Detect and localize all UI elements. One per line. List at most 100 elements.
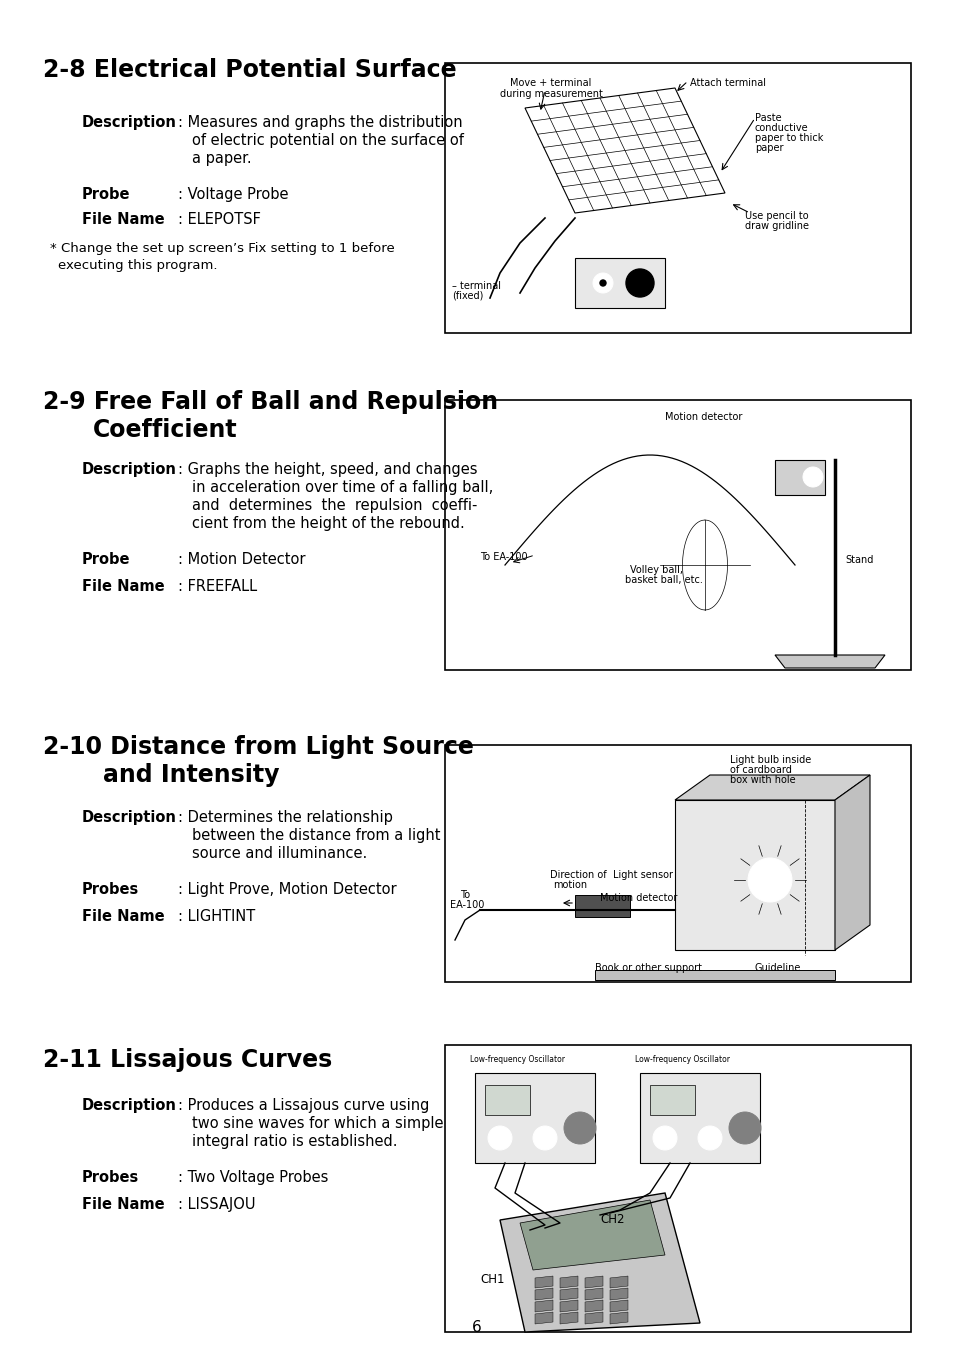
Text: a paper.: a paper. (192, 150, 252, 167)
Text: Light bulb inside: Light bulb inside (729, 755, 810, 766)
Text: between the distance from a light: between the distance from a light (192, 828, 440, 843)
Polygon shape (609, 1312, 627, 1324)
Text: Guideline: Guideline (754, 963, 801, 973)
Text: of electric potential on the surface of: of electric potential on the surface of (192, 133, 463, 148)
Polygon shape (519, 1201, 664, 1270)
Polygon shape (609, 1289, 627, 1299)
Polygon shape (834, 775, 869, 950)
Polygon shape (609, 1276, 627, 1289)
Text: : Measures and graphs the distribution: : Measures and graphs the distribution (178, 115, 462, 130)
Text: source and illuminance.: source and illuminance. (192, 846, 367, 860)
Polygon shape (584, 1312, 602, 1324)
Circle shape (652, 1126, 677, 1150)
Text: : Graphs the height, speed, and changes: : Graphs the height, speed, and changes (178, 462, 477, 477)
Text: : Voltage Probe: : Voltage Probe (178, 187, 288, 202)
Text: 6: 6 (472, 1320, 481, 1335)
Circle shape (599, 280, 605, 286)
Circle shape (488, 1126, 512, 1150)
Text: during measurement: during measurement (499, 89, 602, 99)
Polygon shape (595, 970, 834, 980)
Text: two sine waves for which a simple: two sine waves for which a simple (192, 1117, 443, 1131)
Text: Volley ball,: Volley ball, (629, 565, 682, 575)
Text: : Light Prove, Motion Detector: : Light Prove, Motion Detector (178, 882, 396, 897)
Text: Coefficient: Coefficient (92, 417, 237, 442)
Text: Description: Description (82, 1098, 176, 1112)
Circle shape (747, 858, 791, 902)
Polygon shape (774, 459, 824, 495)
Bar (444, 745, 910, 982)
Circle shape (533, 1126, 557, 1150)
Text: 2-9 Free Fall of Ball and Repulsion: 2-9 Free Fall of Ball and Repulsion (43, 390, 497, 415)
Text: executing this program.: executing this program. (58, 259, 217, 272)
Polygon shape (584, 1299, 602, 1312)
Polygon shape (559, 1276, 578, 1289)
Text: cient from the height of the rebound.: cient from the height of the rebound. (192, 516, 464, 531)
Polygon shape (535, 1312, 553, 1324)
Bar (484, 1085, 530, 1115)
Text: paper: paper (754, 144, 782, 153)
Polygon shape (524, 88, 724, 213)
Text: Low-frequency Oscillator: Low-frequency Oscillator (470, 1056, 564, 1064)
Text: (fixed): (fixed) (452, 291, 483, 301)
Circle shape (563, 1112, 596, 1144)
Circle shape (625, 270, 654, 297)
Text: Use pencil to: Use pencil to (744, 211, 808, 221)
Text: Probe: Probe (82, 551, 131, 566)
Text: motion: motion (553, 879, 586, 890)
Polygon shape (559, 1299, 578, 1312)
Text: File Name: File Name (82, 1196, 165, 1211)
Polygon shape (675, 799, 834, 950)
Text: paper to thick: paper to thick (754, 133, 822, 144)
Text: CH2: CH2 (599, 1213, 624, 1226)
Polygon shape (535, 1289, 553, 1299)
Polygon shape (774, 654, 884, 668)
Text: * Change the set up screen’s Fix setting to 1 before: * Change the set up screen’s Fix setting… (50, 243, 395, 255)
Text: Probe: Probe (82, 187, 131, 202)
Text: Move + terminal: Move + terminal (510, 79, 591, 88)
Text: Description: Description (82, 462, 176, 477)
Bar (575, 896, 629, 917)
Text: integral ratio is established.: integral ratio is established. (192, 1134, 397, 1149)
Text: draw gridline: draw gridline (744, 221, 808, 230)
Circle shape (593, 272, 613, 293)
Bar (575, 257, 664, 308)
Text: : ELEPOTSF: : ELEPOTSF (178, 211, 260, 228)
Text: of cardboard: of cardboard (729, 766, 791, 775)
Text: : Produces a Lissajous curve using: : Produces a Lissajous curve using (178, 1098, 429, 1112)
Circle shape (698, 1126, 721, 1150)
Polygon shape (499, 1192, 700, 1332)
Text: Low-frequency Oscillator: Low-frequency Oscillator (635, 1056, 729, 1064)
Text: – terminal: – terminal (452, 280, 500, 291)
Text: : FREEFALL: : FREEFALL (178, 579, 257, 593)
Text: 2-10 Distance from Light Source: 2-10 Distance from Light Source (43, 734, 474, 759)
Text: File Name: File Name (82, 211, 165, 228)
Text: basket ball, etc.: basket ball, etc. (624, 575, 702, 585)
Text: CH1: CH1 (479, 1272, 504, 1286)
Text: Stand: Stand (844, 556, 872, 565)
Text: Motion detector: Motion detector (599, 893, 677, 902)
Polygon shape (559, 1289, 578, 1299)
Bar (639, 1073, 760, 1163)
Circle shape (659, 520, 749, 610)
Text: Description: Description (82, 810, 176, 825)
Text: : LIGHTINT: : LIGHTINT (178, 909, 255, 924)
Polygon shape (675, 775, 869, 799)
Text: 2-8 Electrical Potential Surface: 2-8 Electrical Potential Surface (43, 58, 456, 83)
Text: : Motion Detector: : Motion Detector (178, 551, 305, 566)
Bar (444, 1045, 910, 1332)
Text: Paste: Paste (754, 112, 781, 123)
Text: Probes: Probes (82, 1169, 139, 1186)
Polygon shape (535, 1299, 553, 1312)
Bar (444, 400, 910, 669)
Circle shape (728, 1112, 760, 1144)
Text: Direction of: Direction of (550, 870, 606, 879)
Polygon shape (535, 1276, 553, 1289)
Polygon shape (609, 1299, 627, 1312)
Text: box with hole: box with hole (729, 775, 795, 785)
Text: and  determines  the  repulsion  coeffi-: and determines the repulsion coeffi- (192, 499, 476, 514)
Text: Book or other support: Book or other support (595, 963, 701, 973)
Text: Motion detector: Motion detector (664, 412, 741, 421)
Polygon shape (584, 1289, 602, 1299)
Text: : LISSAJOU: : LISSAJOU (178, 1196, 255, 1211)
Text: : Two Voltage Probes: : Two Voltage Probes (178, 1169, 328, 1186)
